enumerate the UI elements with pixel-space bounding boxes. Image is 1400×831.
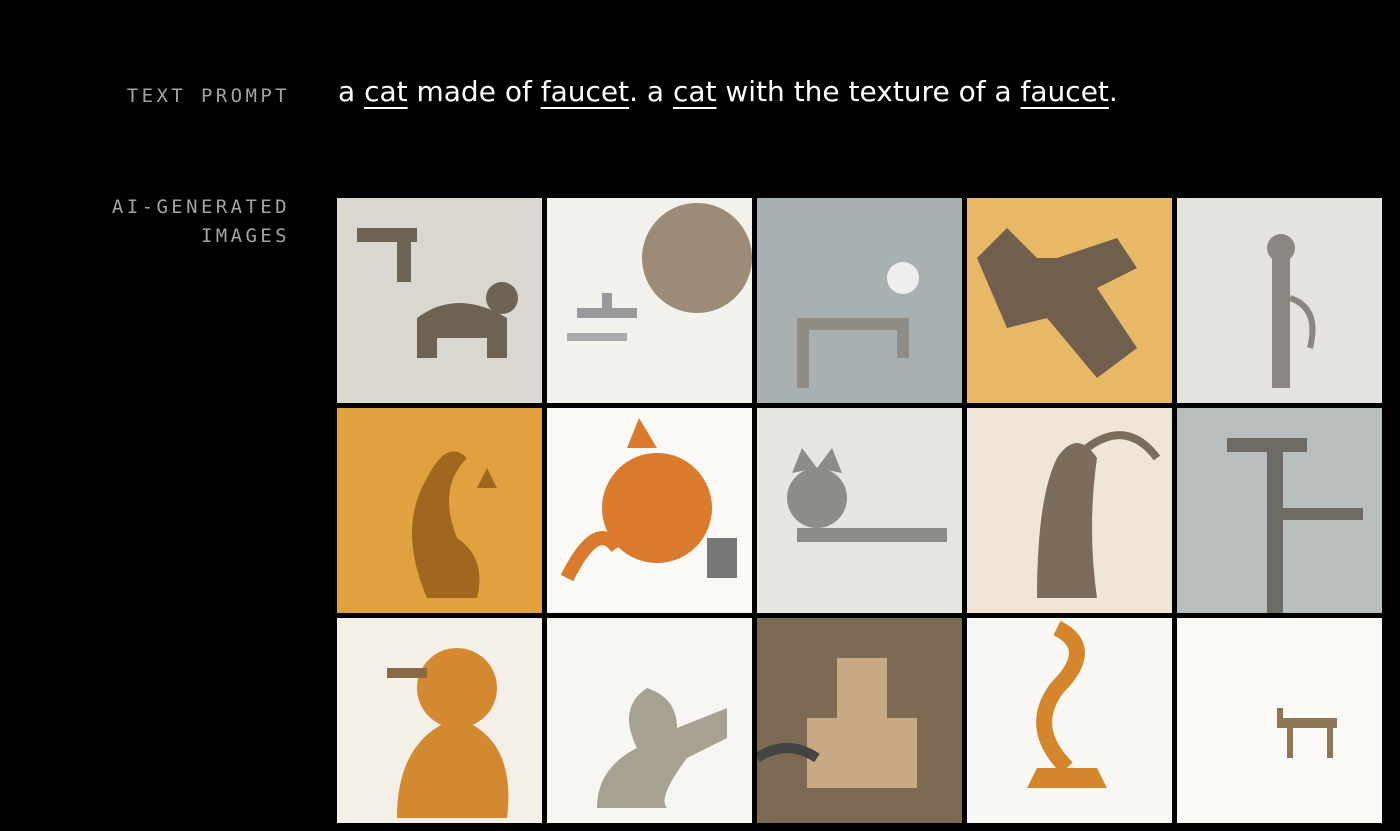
prompt-text: made of <box>407 75 541 108</box>
ai-generated-images-label: AI-GENERATED IMAGES <box>112 193 290 251</box>
prompt-text: . <box>1108 75 1118 108</box>
image-subject <box>1037 431 1161 598</box>
image-subject <box>357 228 518 358</box>
generated-image-tile[interactable] <box>967 618 1172 823</box>
generated-image-tile[interactable] <box>757 198 962 403</box>
image-subject <box>412 451 497 598</box>
prompt-text: . a <box>629 75 673 108</box>
image-subject <box>1267 234 1316 388</box>
generated-image-tile[interactable] <box>547 408 752 613</box>
generated-image-tile[interactable] <box>547 618 752 823</box>
generated-image-tile[interactable] <box>337 408 542 613</box>
generated-image <box>967 198 1172 403</box>
generated-image-tile[interactable] <box>337 198 542 403</box>
image-subject <box>1277 708 1337 758</box>
generated-image <box>547 198 752 403</box>
generated-image <box>757 618 962 823</box>
image-subject <box>1227 438 1363 613</box>
generated-image <box>337 198 542 403</box>
generated-image <box>1177 198 1382 403</box>
image-subject <box>757 658 917 788</box>
image-background <box>757 198 962 403</box>
generated-image <box>337 618 542 823</box>
generated-image <box>547 618 752 823</box>
text-prompt-label-text: TEXT PROMPT <box>126 85 290 107</box>
generated-image <box>337 408 542 613</box>
generated-image-grid <box>337 198 1400 823</box>
generated-image <box>1177 408 1382 613</box>
ai-generated-label-line2: IMAGES <box>200 225 290 247</box>
image-subject <box>787 448 947 542</box>
image-subject <box>797 262 919 388</box>
prompt-keyword-cat[interactable]: cat <box>364 75 408 108</box>
prompt-keyword-faucet[interactable]: faucet <box>540 75 630 108</box>
generated-image <box>1177 618 1382 823</box>
image-subject <box>567 203 752 341</box>
ai-generated-label-line1: AI-GENERATED <box>111 196 290 218</box>
generated-image-tile[interactable] <box>337 618 542 823</box>
generated-image <box>967 408 1172 613</box>
prompt-keyword-faucet[interactable]: faucet <box>1020 75 1109 108</box>
generated-image <box>547 408 752 613</box>
image-background <box>757 408 962 613</box>
generated-image-tile[interactable] <box>757 408 962 613</box>
image-subject <box>387 648 509 818</box>
prompt-text: with the texture of a <box>716 75 1021 108</box>
generated-image-tile[interactable] <box>1177 408 1382 613</box>
prompt-sentence: a cat made of faucet. a cat with the tex… <box>338 70 1118 114</box>
image-subject <box>1027 620 1107 788</box>
prompt-keyword-cat[interactable]: cat <box>672 75 717 108</box>
generated-image-tile[interactable] <box>967 408 1172 613</box>
generated-image-tile[interactable] <box>757 618 962 823</box>
prompt-text: a <box>338 75 365 108</box>
generated-image <box>967 618 1172 823</box>
generated-image <box>757 408 962 613</box>
image-subject <box>560 418 737 582</box>
text-prompt-label: TEXT PROMPT <box>127 82 290 111</box>
generated-image-tile[interactable] <box>967 198 1172 403</box>
generated-image-tile[interactable] <box>1177 198 1382 403</box>
generated-image-tile[interactable] <box>1177 618 1382 823</box>
image-subject <box>597 688 727 808</box>
generated-image-tile[interactable] <box>547 198 752 403</box>
image-subject <box>977 228 1137 378</box>
generated-image <box>757 198 962 403</box>
